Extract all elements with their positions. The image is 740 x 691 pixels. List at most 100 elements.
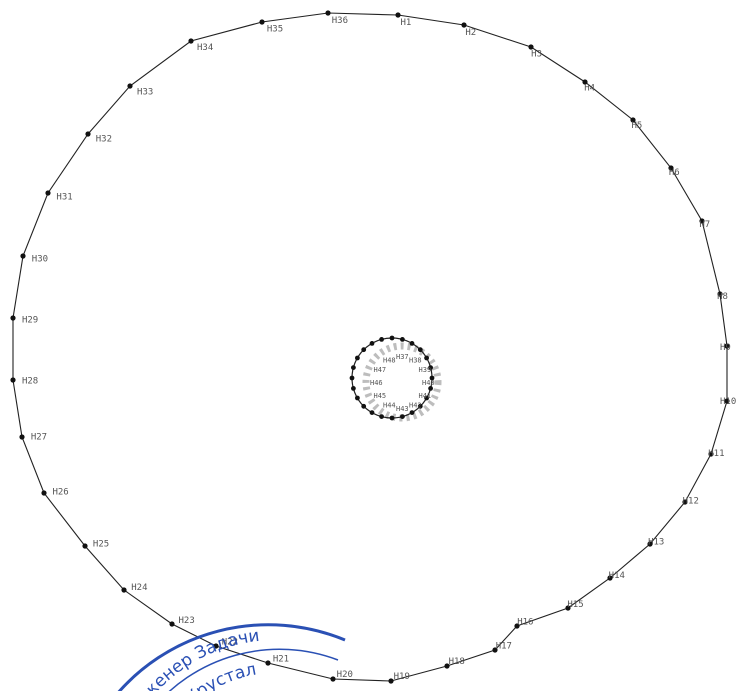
boundary-point-h7 <box>699 218 705 224</box>
point-label-h17: H17 <box>496 641 512 651</box>
boundary-point-h23 <box>169 621 175 627</box>
point-label-h21: H21 <box>273 654 289 664</box>
point-label-h14: H14 <box>609 571 625 581</box>
boundary-point-h15 <box>565 605 571 611</box>
point-label-h33: H33 <box>137 87 153 97</box>
point-label-h13: H13 <box>648 538 664 548</box>
boundary-point-h30 <box>20 253 26 259</box>
boundary-point-h18 <box>444 663 450 669</box>
point-label-h20: H20 <box>337 670 353 680</box>
inner-point <box>428 386 433 391</box>
boundary-point-h16 <box>514 623 520 629</box>
boundary-point-h34 <box>188 38 194 44</box>
inner-label-h37: H37 <box>396 353 409 361</box>
inner-label-h47: H47 <box>374 366 387 374</box>
point-label-h1: H1 <box>400 18 411 28</box>
boundary-point-h22 <box>213 643 219 649</box>
point-label-h26: H26 <box>52 488 68 498</box>
stamp-ring-outer <box>117 623 346 691</box>
point-label-h9: H9 <box>720 343 731 353</box>
inner-point <box>379 414 384 419</box>
point-label-h32: H32 <box>96 135 112 145</box>
point-label-h5: H5 <box>631 121 642 131</box>
boundary-point-h11 <box>708 451 714 457</box>
boundary-point-h24 <box>121 587 127 593</box>
boundary-point-h10 <box>724 398 730 404</box>
boundary-point-h20 <box>330 676 336 682</box>
point-label-h23: H23 <box>178 616 194 626</box>
inner-point <box>361 347 367 353</box>
inner-point <box>355 395 360 401</box>
inner-point <box>417 403 423 409</box>
point-label-h6: H6 <box>669 168 680 178</box>
point-label-h30: H30 <box>32 255 48 265</box>
point-label-h19: H19 <box>394 672 410 682</box>
boundary-point-h13 <box>647 541 653 547</box>
boundary-point-h8 <box>717 291 723 297</box>
inner-point <box>389 415 395 421</box>
boundary-point-h14 <box>607 575 613 581</box>
point-label-h31: H31 <box>56 193 72 203</box>
boundary-point-h29 <box>10 315 16 321</box>
inner-label-h46: H46 <box>370 379 383 387</box>
point-label-h11: H11 <box>708 449 724 459</box>
boundary-point-h26 <box>41 490 47 496</box>
inner-point <box>400 337 405 342</box>
boundary-point-h36 <box>325 10 331 16</box>
boundary-point-h2 <box>461 22 467 28</box>
point-label-h25: H25 <box>93 540 109 550</box>
point-label-h18: H18 <box>449 657 465 667</box>
boundary-point-h17 <box>492 647 498 653</box>
inner-point <box>369 341 375 346</box>
inner-label-h40: H40 <box>422 379 435 387</box>
point-label-h3: H3 <box>531 49 542 59</box>
inner-label-h43: H43 <box>396 405 409 413</box>
inner-point <box>351 365 356 370</box>
point-label-h22: H22 <box>222 638 238 648</box>
inner-point <box>351 386 356 391</box>
point-label-h8: H8 <box>717 292 728 302</box>
boundary-point-h5 <box>630 117 636 123</box>
inner-point <box>428 365 433 370</box>
inner-point <box>369 410 375 415</box>
inner-label-h42: H42 <box>409 402 422 410</box>
inner-point <box>409 341 415 346</box>
point-label-h10: H10 <box>720 397 736 407</box>
stamp-ring-inner <box>168 648 339 691</box>
outer-point-labels: H1 H2 H3 H4 H5 H6 H7 H8 H9 H10 H11 H12 H13 H14 H15 H16 H… <box>22 16 736 682</box>
boundary-point-h25 <box>82 543 88 549</box>
official-stamp: женер Задачи т-Хрустал <box>117 623 346 691</box>
boundary-point-h35 <box>259 19 265 25</box>
boundary-point-h27 <box>19 434 25 440</box>
inner-circle-points <box>349 335 435 421</box>
inner-point <box>409 410 415 415</box>
boundary-point-h28 <box>10 377 16 383</box>
point-label-h36: H36 <box>332 16 348 26</box>
point-label-h12: H12 <box>683 496 699 506</box>
inner-point <box>417 347 423 353</box>
boundary-point-h3 <box>528 44 534 50</box>
point-label-h35: H35 <box>267 25 283 35</box>
inner-label-h48: H48 <box>383 357 396 365</box>
boundary-point-h31 <box>45 190 51 196</box>
inner-point <box>429 375 435 381</box>
point-label-h2: H2 <box>465 28 476 38</box>
inner-label-h38: H38 <box>409 357 422 365</box>
point-label-h16: H16 <box>517 618 533 628</box>
boundary-point-h6 <box>668 165 674 171</box>
boundary-point-h33 <box>127 83 133 89</box>
inner-label-h45: H45 <box>374 392 387 400</box>
point-label-h29: H29 <box>22 316 38 326</box>
boundary-point-h19 <box>388 678 394 684</box>
point-label-h28: H28 <box>22 376 38 386</box>
inner-point <box>389 335 395 341</box>
inner-point <box>424 355 429 361</box>
boundary-point-h32 <box>85 131 91 137</box>
inner-point <box>361 403 367 409</box>
point-label-h15: H15 <box>567 600 583 610</box>
inner-label-h39: H39 <box>419 366 432 374</box>
inner-label-h44: H44 <box>383 402 396 410</box>
inner-label-h41: H41 <box>419 392 432 400</box>
inner-point <box>349 375 355 381</box>
